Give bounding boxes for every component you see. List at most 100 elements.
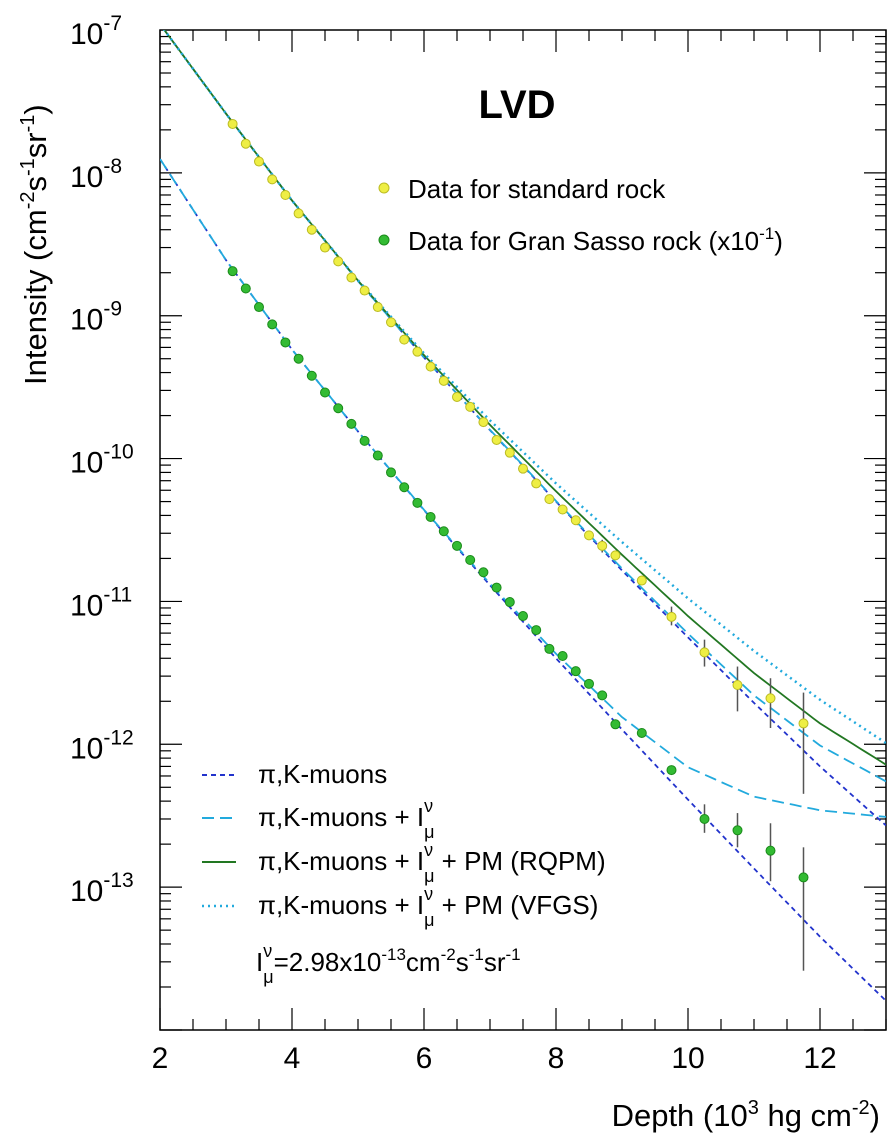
point-gran-sasso-rock: [666, 765, 677, 776]
x-tick-label: 8: [548, 1042, 565, 1075]
point-gran-sasso-rock: [412, 497, 423, 508]
point-standard-rock: [557, 504, 568, 515]
point-gran-sasso-rock: [732, 825, 743, 836]
point-standard-rock: [465, 401, 476, 412]
point-gran-sasso-rock: [557, 650, 568, 661]
point-standard-rock: [765, 693, 776, 704]
y-tick-label: 10-7: [70, 12, 122, 51]
axis-ticks: [159, 30, 887, 1031]
point-gran-sasso-rock: [240, 283, 251, 294]
point-gran-sasso-rock: [359, 435, 370, 446]
point-standard-rock: [732, 680, 743, 691]
model-legend: π,K-muons π,K-muons + Iν μ π,K-muons + Iν…: [202, 759, 606, 930]
model-curve-3-standard: [162, 30, 886, 745]
point-standard-rock: [267, 174, 278, 185]
point-standard-rock: [227, 118, 238, 129]
point-gran-sasso-rock: [597, 690, 608, 701]
point-standard-rock: [346, 272, 357, 283]
point-gran-sasso-rock: [254, 302, 264, 313]
point-standard-rock: [412, 346, 423, 357]
point-standard-rock: [425, 361, 436, 372]
point-gran-sasso-rock: [227, 266, 238, 277]
point-gran-sasso-rock: [544, 643, 555, 654]
point-gran-sasso-rock: [765, 845, 776, 856]
point-standard-rock: [386, 317, 396, 328]
point-gran-sasso-rock: [452, 540, 462, 551]
point-gran-sasso-rock: [333, 403, 344, 414]
x-tick-label: 6: [416, 1042, 433, 1075]
point-standard-rock: [531, 478, 542, 489]
point-gran-sasso-rock: [320, 387, 330, 398]
point-gran-sasso-rock: [372, 450, 383, 461]
point-gran-sasso-rock: [699, 813, 710, 824]
error-bars: [601, 539, 805, 971]
point-standard-rock: [293, 208, 304, 219]
point-gran-sasso-rock: [267, 319, 278, 330]
data-points: [227, 118, 809, 883]
point-standard-rock: [333, 256, 344, 267]
point-standard-rock: [699, 647, 710, 658]
point-gran-sasso-rock: [610, 719, 621, 730]
legend-marker-standard-rock: [378, 182, 390, 194]
point-standard-rock: [798, 718, 809, 729]
x-tick-label: 10: [671, 1042, 704, 1075]
y-axis-title: Intensity (cm-2s-1sr-1): [17, 104, 53, 385]
point-standard-rock: [399, 334, 410, 345]
point-standard-rock: [372, 302, 383, 313]
point-gran-sasso-rock: [518, 611, 528, 622]
y-tick-label: 10-12: [70, 726, 134, 765]
point-standard-rock: [544, 494, 555, 505]
point-gran-sasso-rock: [425, 511, 436, 522]
point-gran-sasso-rock: [438, 526, 449, 537]
point-standard-rock: [478, 417, 489, 428]
point-standard-rock: [254, 156, 264, 167]
y-tick-label: 10-11: [70, 583, 132, 622]
point-standard-rock: [584, 530, 594, 541]
point-gran-sasso-rock: [798, 872, 809, 883]
x-tick-label: 4: [284, 1042, 301, 1075]
point-standard-rock: [320, 242, 330, 253]
legend-label-vfgs: π,K-muons + Iν μ + PM (VFGS): [258, 884, 598, 930]
y-tick-label: 10-9: [70, 298, 122, 337]
point-gran-sasso-rock: [636, 727, 647, 738]
point-gran-sasso-rock: [531, 625, 542, 636]
tick-labels: 2 4 6 8 10 12 10-7 10-8 10-9 10-10 10-11 10-12 10-13: [70, 12, 837, 1075]
point-gran-sasso-rock: [386, 467, 396, 478]
legend-label-rqpm: π,K-muons + Iν μ + PM (RQPM): [258, 840, 606, 886]
x-tick-label: 2: [152, 1042, 169, 1075]
point-standard-rock: [570, 515, 581, 526]
point-gran-sasso-rock: [491, 582, 502, 593]
y-tick-label: 10-10: [70, 441, 134, 480]
legend-marker-gran-sasso-rock: [378, 234, 390, 246]
point-standard-rock: [518, 463, 528, 474]
legend-label-pik: π,K-muons: [258, 759, 387, 789]
point-standard-rock: [504, 447, 515, 458]
point-standard-rock: [597, 540, 608, 551]
chart-title: LVD: [478, 83, 555, 127]
neutrino-flux-annotation: Iν μ=2.98x10-13cm-2s-1sr-1: [256, 941, 521, 987]
y-tick-label: 10-8: [70, 155, 122, 194]
point-gran-sasso-rock: [570, 666, 581, 677]
point-gran-sasso-rock: [584, 678, 594, 689]
point-standard-rock: [666, 611, 677, 622]
point-gran-sasso-rock: [346, 418, 357, 429]
data-legend: Data for standard rock Data for Gran Sas…: [378, 174, 783, 256]
point-standard-rock: [438, 375, 449, 386]
legend-label-standard-rock: Data for standard rock: [408, 174, 666, 204]
point-standard-rock: [491, 434, 502, 445]
point-standard-rock: [359, 285, 370, 296]
point-gran-sasso-rock: [306, 370, 317, 381]
point-gran-sasso-rock: [280, 337, 291, 348]
x-tick-label: 12: [803, 1042, 836, 1075]
legend-label-gran-sasso-rock: Data for Gran Sasso rock (x10-1): [408, 224, 783, 256]
point-standard-rock: [306, 224, 317, 235]
point-gran-sasso-rock: [478, 567, 489, 578]
model-curve-0-standard: [163, 30, 886, 827]
model-curve-1-gransasso: [160, 158, 886, 818]
y-tick-label: 10-13: [70, 869, 134, 908]
point-standard-rock: [610, 550, 621, 561]
point-standard-rock: [452, 391, 462, 402]
model-curve-2-standard: [163, 30, 886, 766]
point-gran-sasso-rock: [293, 353, 304, 364]
